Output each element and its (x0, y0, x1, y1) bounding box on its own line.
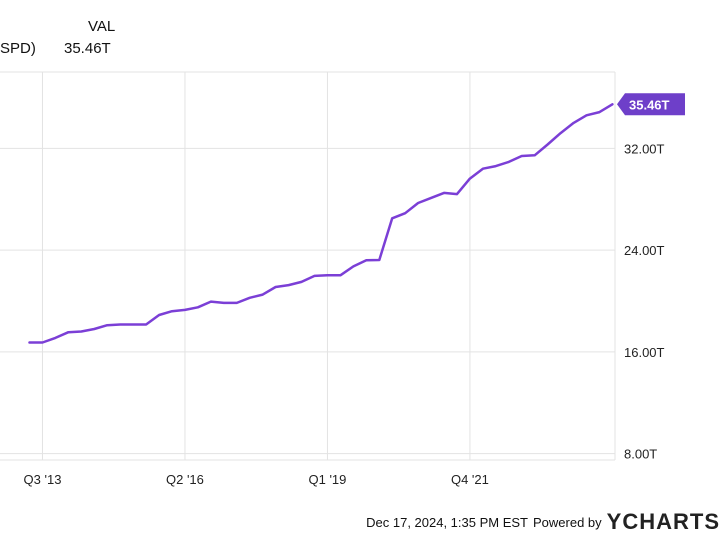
y-tick-label: 24.00T (624, 243, 665, 258)
ycharts-logo[interactable]: YCHARTS (606, 509, 720, 534)
chart-footer: Dec 17, 2024, 1:35 PM EST Powered by YCH… (366, 508, 720, 536)
x-tick-label: Q4 '21 (451, 472, 489, 487)
x-tick-label: Q3 '13 (24, 472, 62, 487)
footer-powered-by: Powered by (533, 514, 602, 530)
line-layer (28, 103, 614, 344)
last-value-label: 35.46T (629, 97, 670, 112)
axis-layer: 8.00T 16.00T 24.00T 32.00T Q3 '13 Q2 '16 Q1 '1… (24, 141, 665, 487)
label-layer: 35.46T (617, 93, 685, 116)
x-tick-label: Q1 '19 (308, 472, 346, 487)
series-line (28, 103, 614, 344)
footer-timestamp: Dec 17, 2024, 1:35 PM EST (366, 514, 528, 530)
last-value-badge (617, 93, 685, 116)
x-tick-label: Q2 '16 (166, 472, 204, 487)
y-tick-label: 16.00T (624, 345, 665, 360)
grid-layer (0, 71, 616, 461)
legend-series-label: SPD) (0, 40, 36, 57)
legend-value-header: VAL (88, 18, 116, 35)
y-tick-label: 8.00T (624, 447, 657, 462)
y-tick-label: 32.00T (624, 141, 665, 156)
legend-value: 35.46T (64, 40, 111, 57)
